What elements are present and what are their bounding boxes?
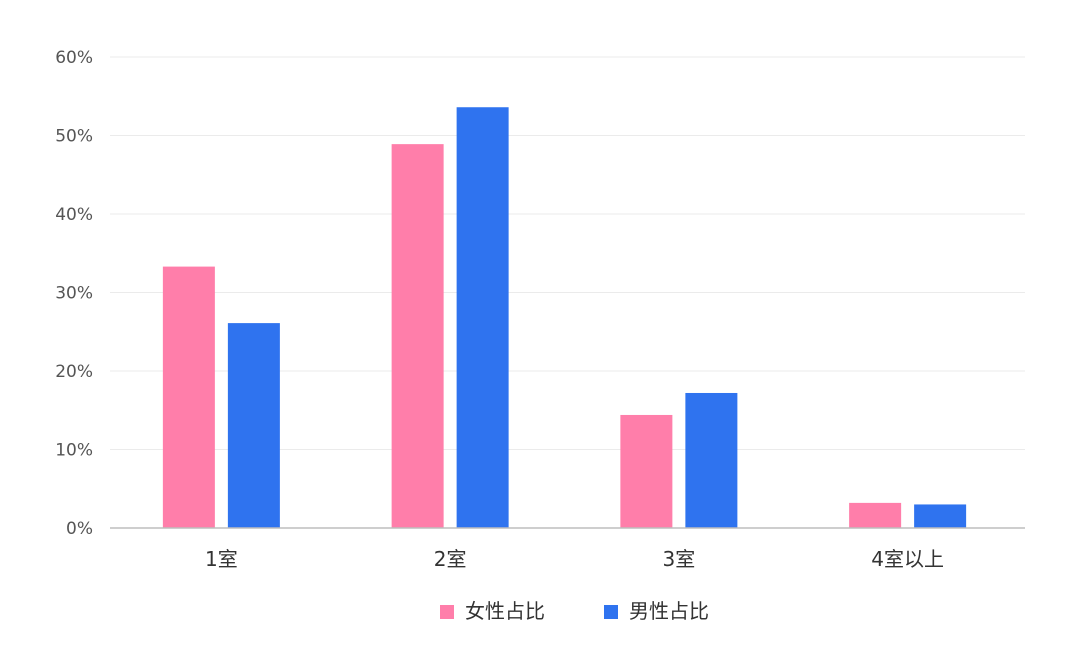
y-axis-ticks: 0% 10% 20% 30% 40% 50% 60% bbox=[55, 48, 93, 539]
x-axis-ticks: 1室 2室 3室 4室以上 bbox=[205, 547, 944, 571]
legend: 女性占比 男性占比 bbox=[440, 599, 709, 623]
y-tick-label: 40% bbox=[55, 205, 93, 225]
y-tick-label: 50% bbox=[55, 127, 93, 147]
bar-female bbox=[391, 144, 444, 528]
y-tick-label: 0% bbox=[66, 519, 93, 539]
y-tick-label: 60% bbox=[55, 48, 93, 68]
y-tick-label: 20% bbox=[55, 362, 93, 382]
bar-female bbox=[620, 414, 673, 528]
legend-label: 女性占比 bbox=[465, 599, 545, 623]
x-tick-label: 2室 bbox=[434, 547, 467, 571]
bar-male bbox=[914, 504, 967, 528]
legend-swatch bbox=[440, 605, 454, 619]
bar-male bbox=[685, 392, 738, 528]
bars bbox=[162, 107, 967, 529]
x-tick-label: 1室 bbox=[205, 547, 238, 571]
y-tick-label: 10% bbox=[55, 441, 93, 461]
bar-female bbox=[162, 266, 215, 528]
legend-label: 男性占比 bbox=[629, 599, 709, 623]
bar-male bbox=[456, 107, 509, 529]
legend-swatch bbox=[604, 605, 618, 619]
x-tick-label: 4室以上 bbox=[871, 547, 944, 571]
x-tick-label: 3室 bbox=[663, 547, 696, 571]
y-tick-label: 30% bbox=[55, 284, 93, 304]
bar-male bbox=[227, 323, 280, 528]
bar-female bbox=[849, 502, 902, 528]
